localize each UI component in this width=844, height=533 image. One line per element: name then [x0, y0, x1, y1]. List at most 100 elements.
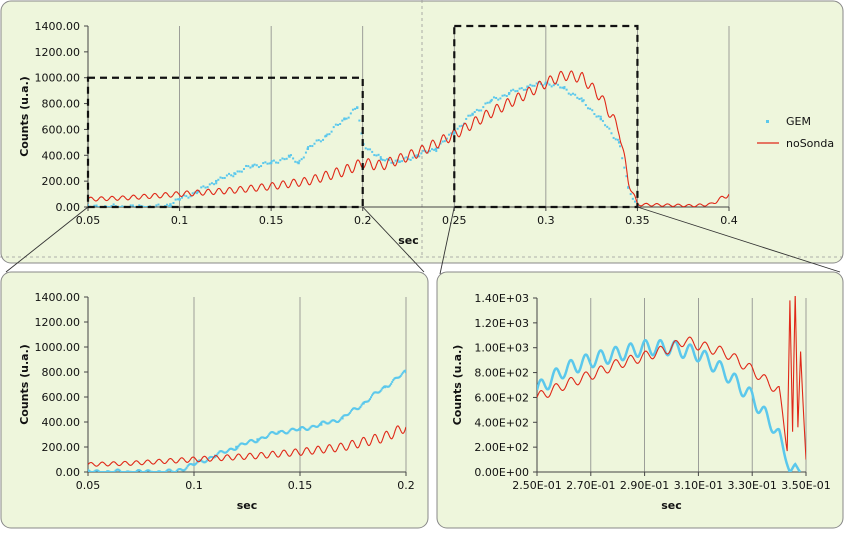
data-point [205, 459, 208, 462]
data-point [108, 470, 111, 472]
data-point [155, 204, 158, 207]
data-point [323, 420, 326, 423]
data-point [514, 90, 517, 93]
data-point [230, 447, 233, 450]
data-point [293, 428, 296, 431]
data-point [285, 157, 288, 160]
data-point [405, 156, 408, 159]
data-point [336, 123, 339, 126]
data-point [349, 410, 352, 413]
data-point [467, 114, 470, 117]
data-point [377, 153, 380, 156]
data-point [319, 140, 322, 143]
data-point [371, 150, 374, 153]
data-point [306, 147, 309, 151]
data-point [275, 161, 278, 164]
y-tick-label: 1400.00 [35, 291, 81, 304]
data-point [304, 151, 307, 154]
data-point [106, 470, 109, 472]
data-point [119, 470, 122, 472]
data-point [420, 152, 423, 155]
data-point [111, 471, 114, 472]
data-point [181, 196, 184, 199]
data-point [518, 87, 521, 90]
data-point [597, 115, 600, 118]
data-point [389, 384, 392, 387]
data-point [394, 159, 397, 162]
data-point [225, 450, 228, 453]
data-point [225, 174, 228, 177]
data-point [141, 205, 145, 207]
data-point [98, 471, 101, 472]
data-point [89, 470, 92, 472]
data-point [231, 447, 234, 450]
data-point [223, 176, 226, 179]
data-point [350, 408, 353, 411]
data-point [235, 445, 238, 449]
y-tick-label: 800.00 [42, 98, 81, 111]
data-point [188, 463, 191, 466]
data-point [228, 172, 231, 175]
data-point [315, 139, 318, 142]
data-point [403, 369, 406, 372]
data-point [591, 109, 594, 112]
zoom-box-left [86, 76, 364, 209]
data-point [153, 471, 156, 472]
data-point [368, 398, 371, 401]
data-point [203, 461, 206, 464]
data-point [217, 178, 220, 181]
data-point [343, 414, 346, 417]
data-point [341, 415, 344, 418]
data-point [341, 417, 344, 420]
x-tick-label: 3.50E-01 [781, 479, 830, 492]
data-point [163, 471, 166, 472]
y-tick-label: 400.00 [42, 149, 81, 162]
data-point [244, 443, 247, 446]
data-point [403, 157, 406, 160]
data-point [593, 113, 596, 116]
data-point [126, 470, 129, 472]
data-point [134, 471, 137, 472]
y-tick-label: 600.00 [42, 123, 81, 136]
data-point [315, 425, 318, 428]
data-point [179, 468, 182, 471]
x-tick-label: 0.3 [537, 214, 555, 227]
data-point [383, 159, 386, 162]
data-point [411, 156, 414, 159]
legend: GEM noSonda [757, 115, 834, 150]
data-point [595, 115, 598, 118]
data-point [213, 183, 216, 186]
x-tick-label: 0.1 [171, 214, 189, 227]
data-point [488, 101, 491, 104]
data-point [486, 101, 489, 104]
data-point [201, 460, 204, 463]
data-point [161, 471, 164, 472]
data-point [364, 147, 367, 150]
data-point [105, 471, 108, 472]
data-point [296, 429, 299, 432]
data-point [574, 93, 577, 96]
data-point [366, 148, 369, 151]
data-point [325, 422, 328, 425]
data-point [473, 110, 476, 113]
data-point [391, 380, 394, 383]
y-tick-label: 0.00E+00 [474, 466, 529, 479]
data-point [379, 389, 382, 392]
data-point [311, 424, 314, 427]
data-point [136, 469, 139, 472]
data-point [306, 428, 309, 431]
data-point [276, 432, 279, 435]
data-point [138, 204, 141, 207]
data-point [302, 156, 305, 159]
data-point [238, 443, 241, 446]
data-point [452, 133, 455, 136]
plot-area [88, 369, 406, 472]
data-point [561, 86, 564, 89]
data-point [617, 141, 621, 144]
data-point [196, 190, 200, 193]
x-tick-label: 0.35 [625, 214, 650, 227]
data-point [206, 186, 209, 189]
y-tick-label: 1.00E+03 [474, 342, 529, 355]
data-point [606, 125, 609, 128]
data-point [110, 205, 113, 207]
